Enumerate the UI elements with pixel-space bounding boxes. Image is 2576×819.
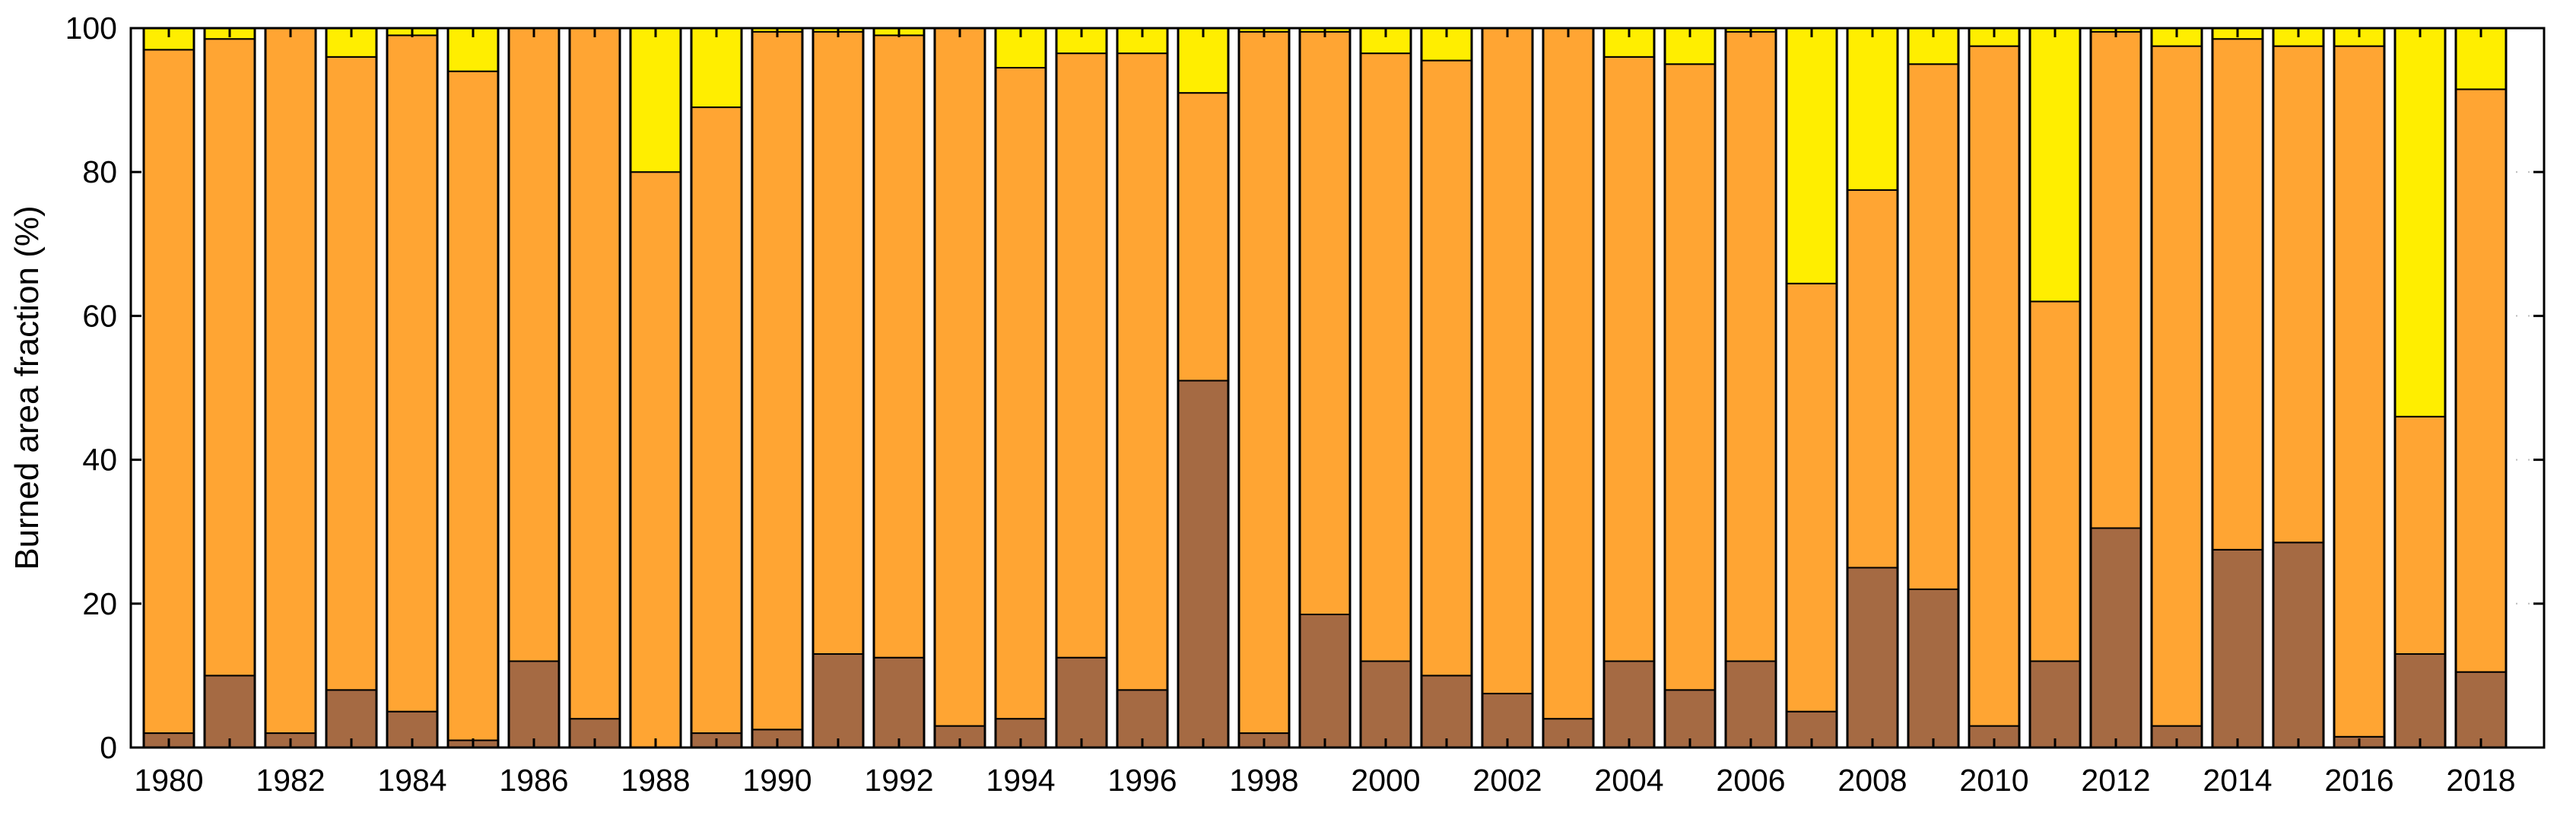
bar-middle-2007: [1786, 282, 1838, 713]
bar-bottom-1995: [1056, 656, 1107, 748]
bar-middle-1997: [1177, 92, 1229, 382]
bar-middle-1990: [751, 30, 803, 731]
bar-middle-1999: [1299, 30, 1351, 615]
bar-bottom-2018: [2455, 671, 2507, 748]
y-tick-label: 100: [65, 11, 117, 46]
bar-middle-1988: [630, 171, 681, 748]
bar-middle-2006: [1725, 30, 1777, 662]
bar-middle-2009: [1907, 63, 1959, 590]
bar-bottom-1997: [1177, 379, 1229, 748]
bar-bottom-2001: [1421, 675, 1472, 749]
y-tick-label: 0: [100, 730, 117, 765]
bar-middle-2015: [2273, 45, 2324, 544]
bar-middle-2004: [1603, 56, 1655, 662]
x-tick-label: 2000: [1351, 763, 1420, 798]
bar-top-2011: [2029, 27, 2081, 303]
x-tick-label: 2002: [1472, 763, 1542, 798]
bar-middle-2017: [2394, 415, 2446, 656]
axes: [129, 27, 2546, 749]
y-axis-title: Burned area fraction (%): [8, 205, 46, 570]
bar-middle-2000: [1360, 52, 1412, 662]
bar-bottom-1986: [508, 660, 560, 748]
x-tick-label: 1984: [377, 763, 446, 798]
bar-bottom-2004: [1603, 660, 1655, 748]
bar-top-1988: [630, 27, 681, 173]
bar-bottom-2017: [2394, 653, 2446, 749]
x-tick-label: 2018: [2446, 763, 2515, 798]
bar-middle-2001: [1421, 59, 1472, 677]
bar-middle-1986: [508, 27, 560, 662]
bar-top-2008: [1847, 27, 1898, 191]
bar-bottom-2012: [2090, 527, 2142, 748]
bar-bottom-1999: [1299, 613, 1351, 748]
bar-middle-2005: [1664, 63, 1716, 691]
x-tick-label: 1992: [864, 763, 933, 798]
bar-middle-2016: [2333, 45, 2385, 738]
bar-middle-2002: [1482, 27, 1533, 695]
bar-middle-1982: [265, 27, 316, 735]
bar-top-2017: [2394, 27, 2446, 417]
bar-middle-1991: [812, 30, 864, 656]
bar-bottom-2000: [1360, 660, 1412, 748]
bar-top-2018: [2455, 27, 2507, 90]
x-tick-label: 2016: [2324, 763, 2393, 798]
bar-middle-1996: [1116, 52, 1168, 691]
bar-middle-1998: [1238, 30, 1290, 735]
bar-middle-1993: [934, 27, 986, 727]
x-tick-label: 2012: [2081, 763, 2150, 798]
bar-middle-1983: [326, 56, 377, 691]
x-tick-label: 2010: [1959, 763, 2028, 798]
bar-middle-1984: [386, 34, 438, 713]
bar-middle-2003: [1542, 27, 1594, 720]
bar-middle-1985: [447, 70, 499, 741]
x-tick-label: 1982: [256, 763, 325, 798]
bar-bottom-1991: [812, 653, 864, 749]
bar-top-2007: [1786, 27, 1838, 284]
bar-middle-1981: [204, 38, 256, 677]
bar-middle-1987: [569, 27, 621, 720]
x-tick-label: 2006: [1716, 763, 1785, 798]
x-tick-label: 2004: [1594, 763, 1663, 798]
bar-middle-2008: [1847, 189, 1898, 569]
bar-middle-2018: [2455, 88, 2507, 673]
bar-top-1989: [691, 27, 742, 109]
bar-bottom-2014: [2212, 548, 2263, 748]
x-tick-label: 2008: [1838, 763, 1907, 798]
bar-bottom-2006: [1725, 660, 1777, 748]
x-tick-label: 1986: [499, 763, 568, 798]
bar-bottom-2015: [2273, 541, 2324, 748]
tick-labels: 0 20 40 60 80 100 1980 1982 1984 1986 1988 1990 1992…: [65, 11, 2516, 798]
bar-bottom-1992: [873, 656, 925, 748]
bar-middle-2011: [2029, 300, 2081, 662]
bar-middle-1989: [691, 106, 742, 735]
y-tick-label: 40: [82, 443, 117, 478]
x-tick-label: 1980: [134, 763, 203, 798]
x-tick-label: 1998: [1229, 763, 1298, 798]
bars: [142, 27, 2508, 749]
bar-bottom-2009: [1907, 588, 1959, 748]
x-tick-label: 1996: [1107, 763, 1177, 798]
x-tick-label: 2014: [2203, 763, 2272, 798]
x-tick-label: 1988: [621, 763, 690, 798]
bar-middle-2012: [2090, 30, 2142, 529]
x-tick-label: 1990: [742, 763, 812, 798]
bar-middle-2010: [1968, 45, 2020, 727]
bar-bottom-2008: [1847, 567, 1898, 748]
bar-middle-1992: [873, 34, 925, 659]
bar-middle-2014: [2212, 38, 2263, 551]
x-tick-label: 1994: [986, 763, 1055, 798]
bar-middle-2013: [2151, 45, 2203, 727]
y-tick-label: 60: [82, 298, 117, 333]
y-tick-label: 80: [82, 154, 117, 189]
bar-middle-1994: [995, 67, 1047, 720]
bar-bottom-2011: [2029, 660, 2081, 748]
bar-top-1997: [1177, 27, 1229, 94]
bar-middle-1995: [1056, 52, 1107, 659]
bar-bottom-1981: [204, 675, 256, 749]
plot-frame: [129, 27, 2546, 749]
y-tick-label: 20: [82, 586, 117, 621]
bar-middle-1980: [143, 49, 195, 735]
